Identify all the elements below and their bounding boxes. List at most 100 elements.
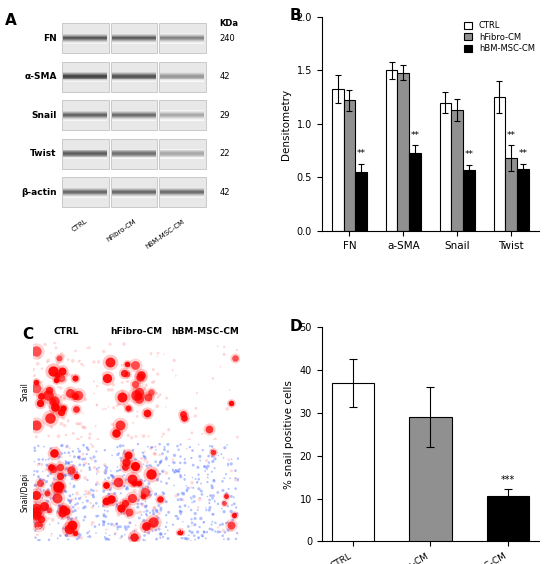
FancyBboxPatch shape xyxy=(112,110,156,111)
Point xyxy=(44,455,53,464)
Point xyxy=(58,508,67,517)
Point xyxy=(119,495,128,504)
Point xyxy=(134,439,142,448)
Point xyxy=(140,531,149,540)
Point xyxy=(168,455,177,464)
Point xyxy=(30,443,39,452)
Point xyxy=(216,362,225,371)
FancyBboxPatch shape xyxy=(63,39,107,40)
Point xyxy=(62,506,70,515)
Point xyxy=(145,461,154,470)
Point xyxy=(58,470,67,479)
Point xyxy=(60,394,69,403)
Point xyxy=(30,516,38,525)
Point xyxy=(74,533,83,542)
Point xyxy=(43,391,52,400)
Point xyxy=(180,414,189,423)
Point xyxy=(132,390,141,399)
Point xyxy=(135,387,144,396)
Point xyxy=(35,459,43,468)
Point xyxy=(140,406,148,415)
FancyBboxPatch shape xyxy=(112,188,156,189)
Point xyxy=(130,380,139,389)
Point xyxy=(32,432,41,441)
FancyBboxPatch shape xyxy=(160,194,205,195)
Point xyxy=(142,511,151,520)
Point xyxy=(48,408,57,417)
Point xyxy=(196,514,205,523)
Point xyxy=(77,360,86,369)
Point xyxy=(210,496,219,505)
Point xyxy=(230,511,239,520)
Point xyxy=(116,475,125,484)
Point xyxy=(130,532,139,541)
Point xyxy=(35,479,44,488)
FancyBboxPatch shape xyxy=(160,190,205,191)
Point xyxy=(232,510,240,519)
Point xyxy=(139,448,147,457)
Point xyxy=(188,428,196,437)
Point xyxy=(32,347,41,356)
Point xyxy=(62,487,70,496)
Point xyxy=(146,465,155,474)
Point xyxy=(113,478,122,487)
Point xyxy=(57,419,66,428)
FancyBboxPatch shape xyxy=(112,114,156,116)
FancyBboxPatch shape xyxy=(112,77,156,78)
Point xyxy=(58,366,67,375)
Point xyxy=(131,455,140,464)
FancyBboxPatch shape xyxy=(63,114,107,116)
FancyBboxPatch shape xyxy=(112,73,156,74)
Point xyxy=(208,494,217,503)
Point xyxy=(40,442,48,451)
Point xyxy=(142,501,151,510)
Point xyxy=(190,492,199,501)
Point xyxy=(62,369,71,378)
Point xyxy=(153,514,162,523)
Point xyxy=(34,521,42,530)
Point xyxy=(57,502,65,511)
Point xyxy=(147,472,156,481)
Point xyxy=(230,354,239,363)
FancyBboxPatch shape xyxy=(63,153,107,154)
Bar xyxy=(344,100,355,231)
Point xyxy=(43,488,52,497)
Point xyxy=(101,529,110,538)
FancyBboxPatch shape xyxy=(112,112,156,113)
Point xyxy=(122,475,131,484)
Point xyxy=(57,374,65,383)
Point xyxy=(220,342,229,351)
Point xyxy=(208,448,217,457)
Point xyxy=(149,406,158,415)
Point xyxy=(124,507,133,516)
FancyBboxPatch shape xyxy=(63,80,107,81)
Point xyxy=(44,485,53,494)
Point xyxy=(129,526,138,535)
Point xyxy=(233,346,241,355)
Point xyxy=(131,432,140,441)
Point xyxy=(173,512,182,521)
Point xyxy=(201,466,210,475)
Point xyxy=(200,518,208,527)
Point xyxy=(53,443,62,452)
Point xyxy=(62,458,70,467)
Point xyxy=(35,479,44,488)
FancyBboxPatch shape xyxy=(160,189,205,190)
Point xyxy=(163,534,172,543)
Text: Snail: Snail xyxy=(21,382,30,400)
Point xyxy=(47,448,56,457)
Point xyxy=(107,520,116,529)
Point xyxy=(163,447,172,456)
Point xyxy=(135,372,144,381)
Point xyxy=(52,484,61,493)
Point xyxy=(60,487,69,496)
FancyBboxPatch shape xyxy=(112,192,156,193)
Text: 29: 29 xyxy=(219,111,230,120)
Point xyxy=(65,491,74,500)
Point xyxy=(206,503,214,512)
Bar xyxy=(505,158,517,231)
Point xyxy=(92,464,101,473)
Point xyxy=(197,490,206,499)
Point xyxy=(160,350,169,359)
Point xyxy=(208,457,217,466)
